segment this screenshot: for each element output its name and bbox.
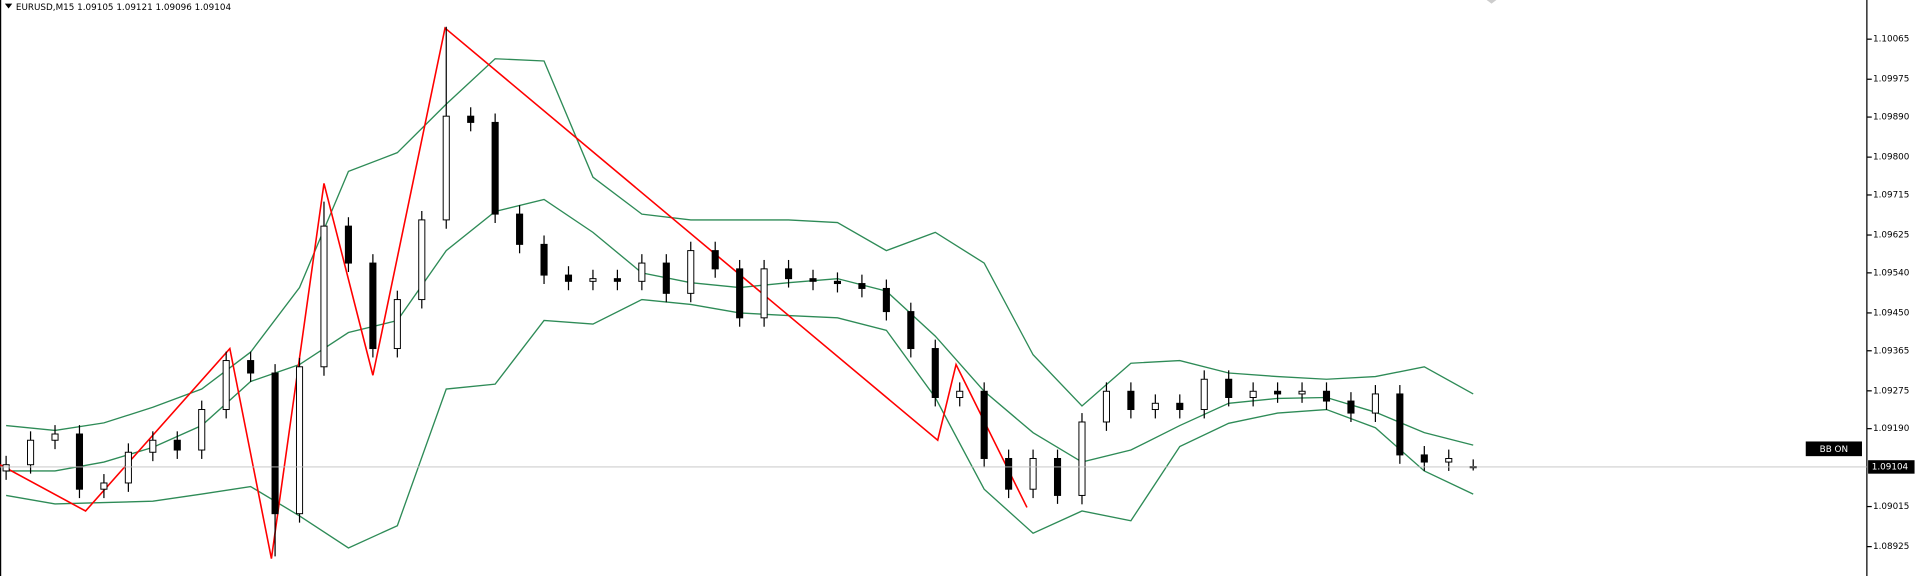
candle-body	[564, 274, 573, 282]
candle-body	[173, 439, 181, 451]
candle-body	[124, 451, 132, 484]
candle-body	[736, 268, 744, 319]
candle-body	[222, 360, 230, 411]
candle-body	[418, 219, 426, 301]
candle-body	[1176, 402, 1184, 411]
candle-body	[1298, 390, 1306, 395]
chart-title: EURUSD,M15 1.09105 1.09121 1.09096 1.091…	[16, 3, 232, 13]
candle-body	[1005, 457, 1013, 490]
candle-body	[1225, 378, 1233, 398]
candle-body	[1200, 378, 1208, 411]
candle-body	[51, 433, 59, 441]
y-tick-label: 1.09800	[1873, 153, 1910, 163]
candle-body	[809, 278, 817, 282]
y-tick-label: 1.09625	[1873, 231, 1909, 241]
candle-body	[1151, 402, 1159, 411]
candle-body	[491, 121, 499, 215]
candle-body	[467, 115, 475, 123]
candle-body	[785, 268, 793, 280]
candle-body	[1029, 457, 1037, 490]
y-tick-label: 1.08925	[1873, 542, 1909, 552]
candle-body	[980, 390, 988, 459]
candle-body	[638, 262, 646, 282]
candle-body	[711, 250, 719, 270]
candle-body	[247, 360, 255, 374]
candle-body	[687, 250, 695, 294]
y-tick-label: 1.10065	[1873, 35, 1909, 45]
candle-body	[2, 464, 10, 472]
indicator-label: BB ON	[1820, 445, 1848, 455]
candle-body	[1249, 390, 1257, 398]
candle-body	[320, 225, 328, 368]
candle-body	[271, 372, 279, 515]
zigzag-layer	[0, 26, 1028, 559]
candle-body	[100, 482, 108, 490]
candle-body	[833, 280, 842, 285]
indicator-box	[1805, 441, 1862, 457]
candle-body	[442, 115, 450, 221]
candle-body	[1347, 400, 1355, 414]
candle-body	[516, 213, 524, 245]
current-price-box	[1868, 460, 1915, 474]
axis-layer: 1.10065 1.09975 1.09890 1.09800 1.09715 1.096…	[0, 35, 1915, 552]
candle-body	[393, 299, 401, 350]
candle-body	[858, 283, 866, 289]
candle-body	[1274, 390, 1282, 395]
candle-body	[760, 268, 768, 319]
candle-body	[1371, 393, 1379, 414]
candle-body	[1445, 457, 1453, 463]
candle-body	[956, 390, 964, 398]
shift-marker	[1486, 0, 1497, 4]
candle-body	[75, 433, 84, 490]
y-tick-label: 1.09715	[1873, 190, 1909, 200]
y-tick-label: 1.09975	[1873, 75, 1909, 85]
candle-body	[149, 439, 157, 453]
candle-body	[1102, 390, 1110, 423]
candle-body	[369, 262, 377, 350]
candle-body	[1078, 421, 1086, 496]
candle-body	[344, 225, 352, 264]
candle-body	[198, 409, 206, 451]
candle-body	[907, 311, 915, 350]
current-price-label: 1.09104	[1872, 462, 1909, 472]
y-tick-label: 1.09275	[1873, 386, 1909, 396]
candle-body	[1396, 393, 1404, 456]
candle-body	[662, 262, 670, 294]
candle-body	[613, 278, 621, 282]
y-tick-label: 1.09540	[1873, 268, 1910, 278]
candles	[2, 26, 1477, 557]
candle-body	[882, 287, 890, 313]
candle-body	[931, 348, 939, 398]
y-tick-label: 1.09450	[1873, 308, 1910, 318]
candle-body	[540, 243, 548, 276]
candle-body	[1127, 390, 1135, 411]
candle-body	[1420, 454, 1428, 463]
candle-body	[1053, 457, 1062, 496]
candle-body	[27, 439, 35, 466]
candle-body	[589, 278, 597, 282]
candle-body	[295, 366, 304, 515]
y-tick-label: 1.09015	[1873, 502, 1909, 512]
candle-body	[1322, 390, 1331, 402]
y-tick-label: 1.09190	[1873, 424, 1910, 434]
zigzag	[0, 26, 1028, 559]
y-tick-label: 1.09365	[1873, 346, 1909, 356]
menu-triangle	[4, 3, 13, 9]
y-tick-label: 1.09890	[1873, 113, 1910, 123]
